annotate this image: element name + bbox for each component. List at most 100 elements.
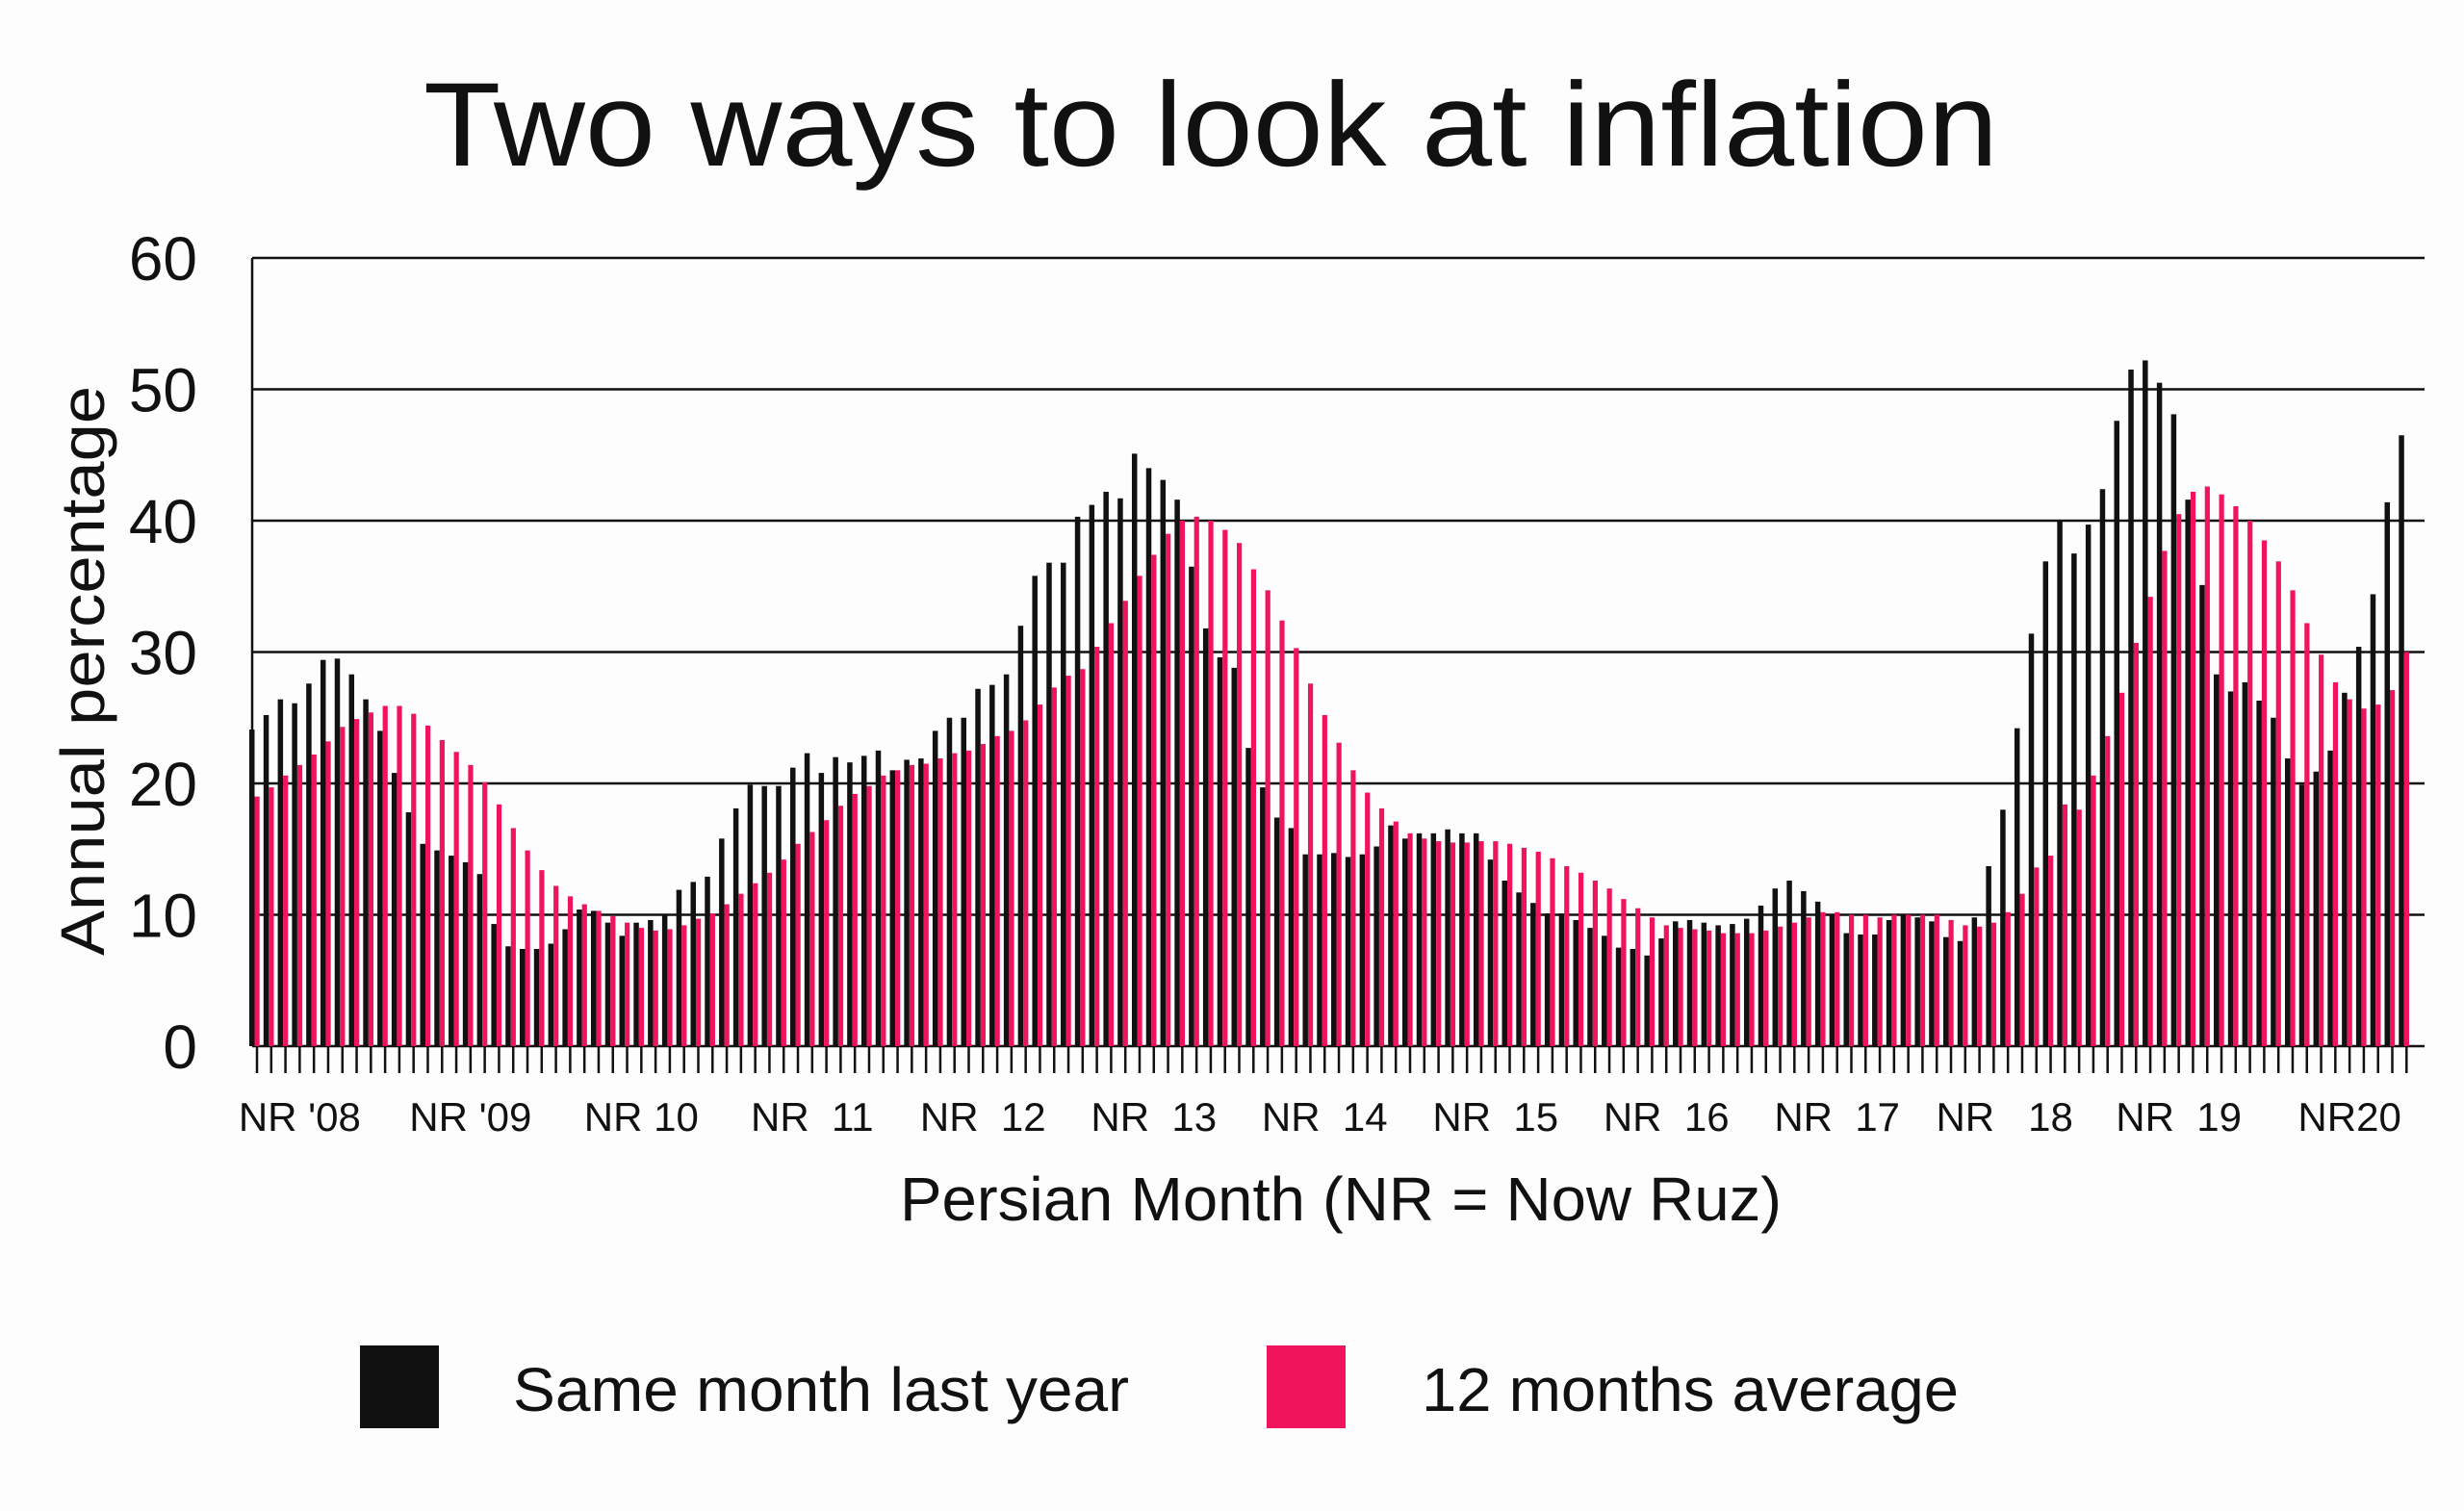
bar-12-month-average (382, 705, 388, 1046)
bar-same-month (1017, 626, 1024, 1046)
bar-12-month-average (1906, 914, 1912, 1046)
bar-12-month-average (1464, 842, 1470, 1046)
bar-same-month (705, 876, 710, 1046)
bar-12-month-average (2190, 491, 2196, 1047)
bar-12-month-average (510, 828, 516, 1046)
bar-12-month-average (1663, 925, 1669, 1046)
bar-same-month (1673, 921, 1679, 1046)
bar-same-month (1957, 940, 1964, 1046)
bar-same-month (633, 922, 639, 1046)
bar-same-month (1473, 832, 1479, 1046)
bar-same-month (1686, 919, 1693, 1046)
bar-same-month (776, 785, 782, 1046)
bar-12-month-average (2091, 775, 2096, 1046)
bar-12-month-average (738, 893, 744, 1046)
bar-same-month (2099, 489, 2106, 1046)
bar-same-month (1273, 817, 1280, 1046)
bar-same-month (1003, 674, 1010, 1046)
bar-same-month (1459, 832, 1465, 1046)
bar-same-month (1758, 905, 1764, 1046)
bar-same-month (1160, 479, 1167, 1046)
bar-12-month-average (1550, 858, 1555, 1046)
bar-12-month-average (1336, 742, 1342, 1046)
bar-12-month-average (2204, 486, 2210, 1046)
x-tick-label: NR 12 (920, 1094, 1046, 1140)
bar-12-month-average (411, 713, 417, 1046)
bar-same-month (818, 773, 825, 1046)
bar-12-month-average (625, 922, 630, 1046)
bar-same-month (391, 773, 398, 1046)
bar-same-month (1544, 913, 1551, 1046)
legend-swatch-same-month (360, 1345, 439, 1428)
bar-same-month (1189, 566, 1194, 1046)
bar-12-month-average (1977, 926, 1983, 1046)
bar-12-month-average (824, 820, 830, 1046)
bar-12-month-average (1365, 792, 1371, 1046)
bar-same-month (847, 762, 853, 1046)
bar-12-month-average (482, 781, 488, 1046)
x-tick-label: NR 16 (1604, 1094, 1730, 1140)
bar-12-month-average (667, 929, 673, 1046)
bar-12-month-average (2347, 699, 2352, 1046)
bar-12-month-average (1179, 521, 1186, 1046)
bar-same-month (2342, 692, 2348, 1046)
bar-same-month (961, 717, 966, 1046)
bar-same-month (1445, 829, 1450, 1046)
bar-same-month (946, 717, 953, 1046)
bar-12-month-average (2403, 652, 2409, 1046)
bar-same-month (476, 874, 483, 1046)
bar-same-month (604, 922, 611, 1046)
bar-12-month-average (952, 753, 958, 1046)
bar-same-month (804, 753, 810, 1046)
bar-same-month (1658, 938, 1664, 1046)
bar-12-month-average (2147, 597, 2153, 1046)
bar-12-month-average (525, 850, 530, 1046)
bar-12-month-average (1393, 821, 1399, 1046)
bar-12-month-average (866, 785, 872, 1046)
bar-same-month (505, 946, 511, 1046)
bar-same-month (1872, 934, 1878, 1046)
bar-12-month-average (980, 744, 986, 1046)
bar-same-month (449, 856, 454, 1046)
y-axis-label: Annual percentage (48, 386, 117, 956)
bar-same-month (2271, 717, 2276, 1046)
bar-12-month-average (1108, 623, 1115, 1046)
bar-same-month (975, 688, 981, 1046)
bar-12-month-average (1279, 620, 1285, 1046)
bar-same-month (932, 730, 938, 1046)
bar-12-month-average (1237, 543, 1243, 1046)
bar-same-month (1231, 667, 1238, 1046)
bar-same-month (1359, 854, 1366, 1046)
legend-label-12-month-average: 12 months average (1422, 1355, 1959, 1424)
bar-same-month (2242, 681, 2248, 1046)
bar-same-month (491, 924, 497, 1046)
bar-12-month-average (709, 913, 715, 1046)
bar-same-month (434, 850, 440, 1046)
bar-12-month-average (2105, 735, 2111, 1046)
x-tick-label: NR 15 (1432, 1094, 1558, 1140)
bar-same-month (1602, 935, 1607, 1046)
bar-12-month-average (1478, 841, 1484, 1046)
bar-12-month-average (1621, 899, 1627, 1046)
bar-same-month (1929, 921, 1935, 1046)
bar-same-month (1843, 933, 1849, 1046)
bar-12-month-average (1009, 730, 1014, 1046)
bars (249, 360, 2409, 1047)
bar-12-month-average (1707, 930, 1712, 1046)
bar-same-month (989, 684, 995, 1046)
bar-same-month (1858, 934, 1863, 1046)
bar-12-month-average (2019, 893, 2025, 1046)
bar-12-month-average (2290, 590, 2296, 1046)
bar-same-month (2071, 553, 2077, 1046)
bar-same-month (2199, 584, 2205, 1046)
bar-12-month-average (1023, 720, 1029, 1046)
bar-12-month-average (1450, 842, 1456, 1046)
x-tick-label: NR 19 (2116, 1094, 2242, 1140)
y-tick-label: 10 (129, 882, 197, 951)
bar-12-month-average (1250, 569, 1256, 1046)
bar-12-month-average (1990, 922, 1997, 1046)
bar-same-month (1302, 854, 1308, 1046)
bar-same-month (1317, 854, 1322, 1046)
bar-same-month (1174, 499, 1180, 1046)
bar-same-month (1516, 892, 1522, 1046)
